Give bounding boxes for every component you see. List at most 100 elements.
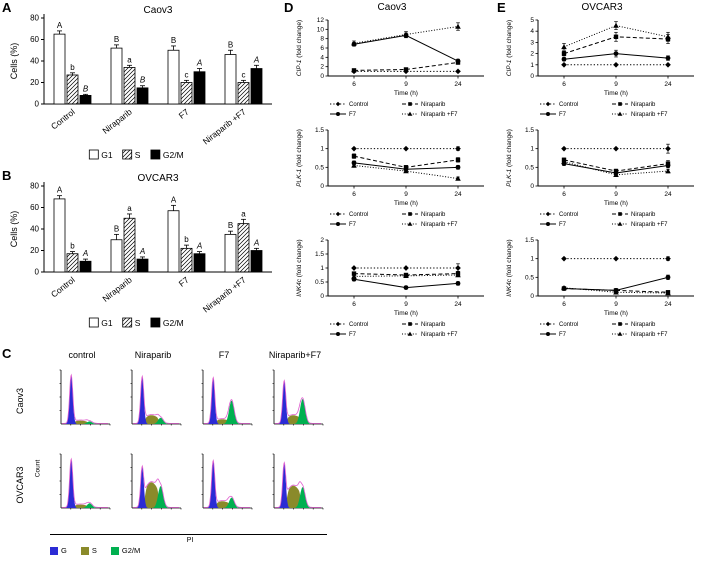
svg-text:Cells (%): Cells (%): [9, 211, 19, 248]
svg-text:1: 1: [320, 265, 324, 272]
svg-text:Niraparib +F7: Niraparib +F7: [201, 107, 248, 147]
g2m-phase-label: G2/M: [121, 546, 141, 555]
svg-text:Control: Control: [349, 212, 368, 218]
svg-text:6: 6: [352, 81, 356, 88]
svg-text:OVCAR3: OVCAR3: [137, 173, 179, 184]
svg-text:1: 1: [530, 62, 534, 69]
svg-text:1.5: 1.5: [315, 127, 324, 134]
svg-text:2: 2: [530, 51, 534, 58]
svg-text:Niraparib: Niraparib: [421, 322, 446, 328]
svg-text:Time (h): Time (h): [394, 310, 418, 317]
svg-text:A: A: [82, 249, 88, 258]
svg-text:4: 4: [320, 54, 324, 61]
svg-text:1: 1: [320, 146, 324, 153]
svg-text:4: 4: [530, 28, 534, 35]
svg-text:Niraparib: Niraparib: [421, 102, 446, 108]
svg-text:Niraparib +F7: Niraparib +F7: [421, 112, 458, 118]
svg-text:80: 80: [30, 182, 39, 191]
pi-axis-line: [50, 534, 327, 535]
svg-text:Control: Control: [559, 102, 578, 108]
caov3-ink4c-line-chart: 0 0.5 1 1.5 2 6 9 24 Time (h) INK4c (fold change)…: [296, 237, 484, 338]
svg-text:Niraparib +F7: Niraparib +F7: [421, 222, 458, 228]
svg-text:F7: F7: [349, 112, 357, 118]
svg-text:Time (h): Time (h): [394, 200, 418, 207]
column-header-niraparib: Niraparib: [134, 350, 172, 360]
ovcar3-ink4c-line-chart: 0 0.5 1 1.5 6 9 24 Time (h) INK4c (fold change) C…: [506, 237, 694, 338]
g2m-phase-swatch: [110, 546, 119, 555]
svg-text:40: 40: [30, 225, 39, 234]
svg-text:0: 0: [530, 183, 534, 190]
legend-item-s: S: [80, 546, 97, 555]
svg-text:Control: Control: [49, 107, 77, 132]
svg-text:F7: F7: [349, 222, 357, 228]
svg-text:80: 80: [30, 14, 39, 23]
svg-text:b: b: [70, 63, 75, 72]
svg-text:Caov3: Caov3: [144, 5, 173, 16]
flow-histogram-caov3-niraparib: [130, 369, 182, 426]
svg-text:12: 12: [317, 17, 325, 24]
svg-text:0: 0: [35, 100, 40, 109]
svg-text:3: 3: [530, 39, 534, 46]
column-header-control: control: [68, 350, 96, 360]
svg-text:24: 24: [664, 81, 672, 88]
svg-text:2: 2: [320, 237, 324, 244]
svg-text:PLK-1 (fold change): PLK-1 (fold change): [296, 129, 303, 187]
flow-histogram-caov3-niraparib-f7: [272, 369, 324, 426]
svg-text:F7: F7: [559, 222, 567, 228]
svg-text:Niraparib: Niraparib: [631, 322, 656, 328]
svg-text:9: 9: [614, 301, 618, 308]
svg-text:24: 24: [454, 191, 462, 198]
svg-text:B: B: [228, 40, 233, 49]
svg-text:S: S: [135, 150, 141, 160]
row-label-ovcar3: OVCAR3: [15, 466, 25, 504]
svg-text:9: 9: [404, 81, 408, 88]
svg-text:A: A: [196, 242, 202, 251]
s-phase-swatch: [80, 546, 89, 555]
svg-text:9: 9: [404, 301, 408, 308]
svg-text:6: 6: [562, 301, 566, 308]
svg-text:1.5: 1.5: [525, 127, 534, 134]
panel-b-label: B: [2, 168, 12, 183]
svg-text:6: 6: [562, 81, 566, 88]
svg-text:Niraparib +F7: Niraparib +F7: [201, 275, 248, 315]
svg-text:A: A: [139, 247, 145, 256]
svg-text:Cells (%): Cells (%): [9, 43, 19, 80]
svg-text:F7: F7: [349, 332, 357, 338]
svg-text:0: 0: [320, 73, 324, 80]
svg-text:9: 9: [614, 191, 618, 198]
svg-text:Niraparib: Niraparib: [421, 212, 446, 218]
svg-text:5: 5: [530, 17, 534, 24]
legend-item-g: G: [50, 546, 67, 555]
svg-text:B: B: [228, 221, 233, 230]
svg-text:Niraparib +F7: Niraparib +F7: [631, 222, 668, 228]
flow-histogram-ovcar3-niraparib: [130, 453, 182, 510]
svg-text:INK4c (fold change): INK4c (fold change): [296, 239, 303, 296]
svg-text:A: A: [253, 55, 259, 64]
svg-text:0: 0: [320, 293, 324, 300]
svg-text:Control: Control: [349, 102, 368, 108]
svg-text:Niraparib +F7: Niraparib +F7: [421, 332, 458, 338]
svg-text:1: 1: [530, 146, 534, 153]
svg-text:0: 0: [35, 268, 40, 277]
svg-text:10: 10: [317, 26, 325, 33]
panel-e-title: OVCAR3: [581, 2, 623, 13]
svg-text:b: b: [184, 235, 189, 244]
svg-text:0: 0: [320, 183, 324, 190]
svg-text:2: 2: [320, 64, 324, 71]
svg-text:F7: F7: [559, 112, 567, 118]
cell-cycle-color-legend: G S G2/M: [50, 546, 140, 555]
svg-text:Time (h): Time (h): [604, 200, 628, 207]
svg-text:PLK-1 (fold change): PLK-1 (fold change): [506, 129, 513, 187]
svg-text:0.5: 0.5: [525, 164, 534, 171]
svg-text:F7: F7: [177, 107, 191, 121]
row-label-caov3: Caov3: [15, 388, 25, 415]
svg-text:A: A: [196, 59, 202, 68]
svg-text:60: 60: [30, 203, 39, 212]
svg-text:0.5: 0.5: [315, 164, 324, 171]
flow-histogram-ovcar3-niraparib-f7: [272, 453, 324, 510]
svg-text:24: 24: [664, 191, 672, 198]
flow-histogram-ovcar3-control: [59, 453, 111, 510]
caov3-cell-cycle-bar-chart: Caov3 0 20 40 60 80 Cells (%) Ab B Control Ba B Nira…: [9, 5, 272, 160]
